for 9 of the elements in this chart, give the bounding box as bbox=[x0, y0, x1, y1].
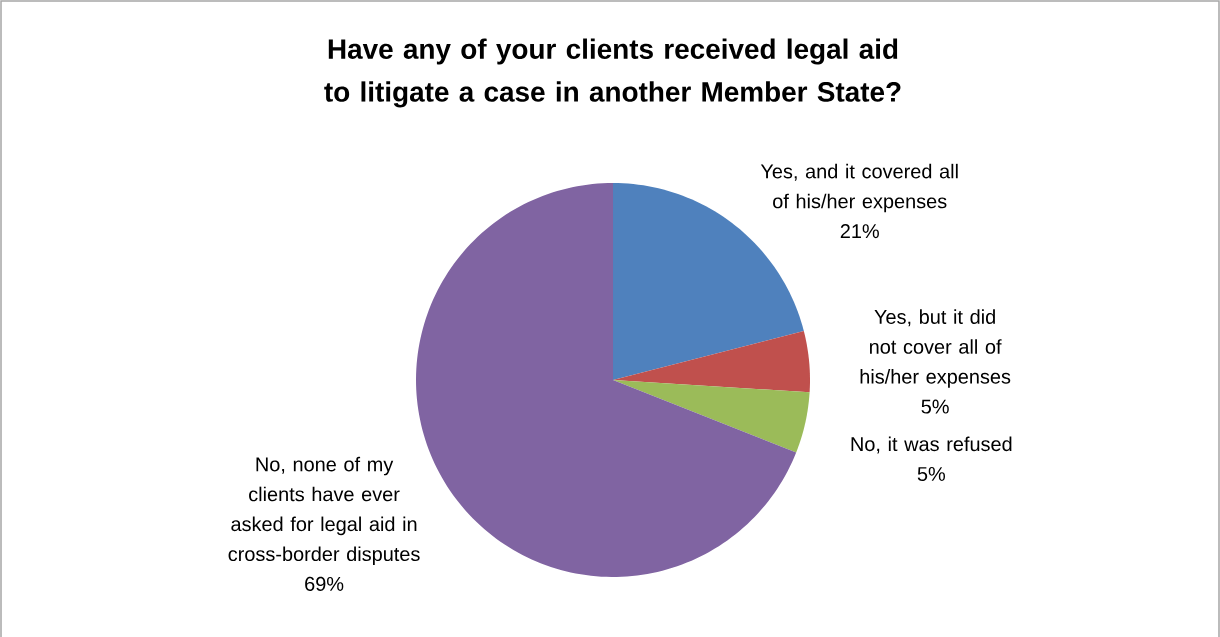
slice-label: Yes, but it did not cover all of his/her expenses bbox=[860, 309, 1011, 388]
slice-label: No, it was refused bbox=[851, 436, 1012, 454]
chart-title: Have any of your clients received legal aid to litigate a case in another Member State? bbox=[324, 38, 901, 108]
data-label: 21% bbox=[840, 224, 879, 239]
slice-label: No, none of my clients have ever asked for legal aid in cross-border disputes bbox=[228, 456, 420, 566]
data-label: 5% bbox=[921, 399, 949, 414]
slice-label: Yes, and it covered all of his/her expenses bbox=[760, 163, 958, 213]
data-label: 69% bbox=[305, 576, 344, 591]
data-label: 5% bbox=[917, 467, 945, 482]
